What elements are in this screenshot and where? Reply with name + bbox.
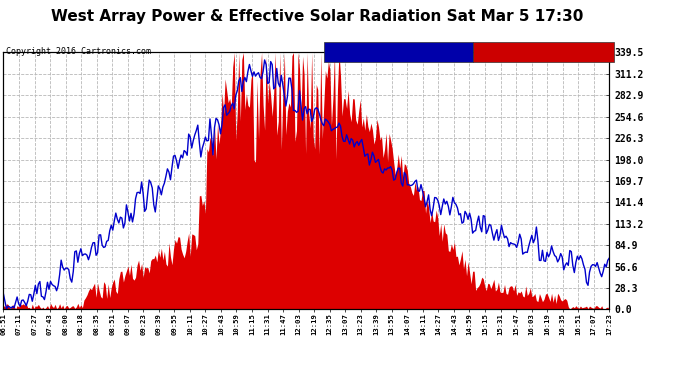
Text: West Array Power & Effective Solar Radiation Sat Mar 5 17:30: West Array Power & Effective Solar Radia…: [51, 9, 584, 24]
Text: West Array (DC Watts): West Array (DC Watts): [487, 47, 600, 56]
Text: Copyright 2016 Cartronics.com: Copyright 2016 Cartronics.com: [6, 47, 150, 56]
Text: Radiation (Effective w/m2): Radiation (Effective w/m2): [328, 47, 469, 56]
